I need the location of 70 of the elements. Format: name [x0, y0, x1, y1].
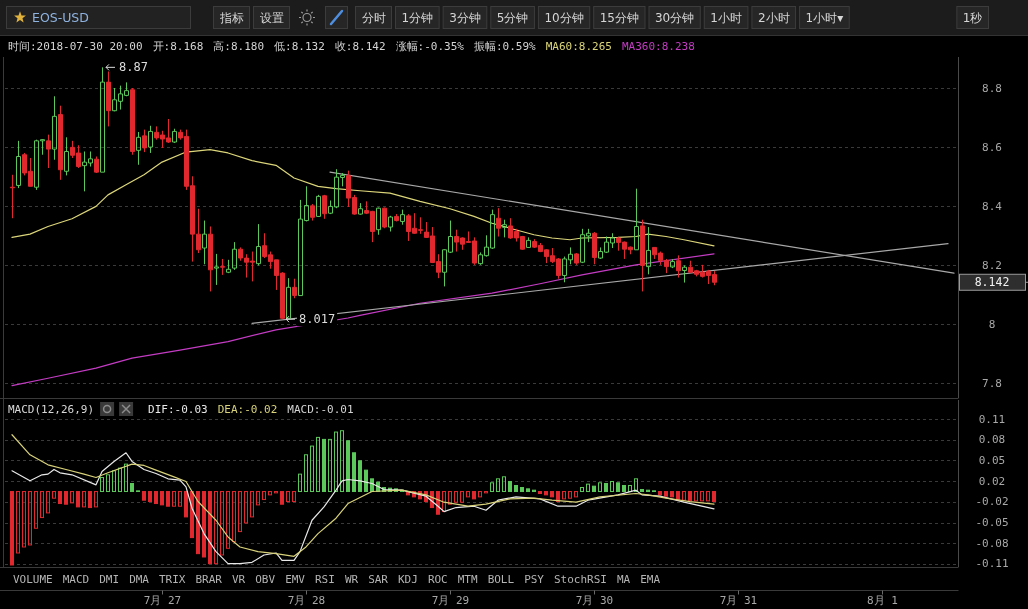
text: VOLUME [13, 572, 53, 586]
y-tick-label: -0.11 [975, 557, 1009, 571]
text: SAR [368, 572, 389, 586]
text: 5分钟 [496, 10, 529, 25]
text: 1小时 [710, 10, 742, 25]
y-tick-label: 0.11 [978, 412, 1006, 426]
text: MA [616, 572, 631, 586]
y-tick-label: 8.2 [982, 258, 1002, 272]
text: 3分钟 [449, 10, 481, 25]
annotation: 8.017 [299, 312, 336, 327]
text: EOS-USD [32, 10, 89, 25]
text: TRIX [159, 572, 186, 586]
text: 1秒 [962, 10, 983, 25]
text: MA60:8.265 [545, 39, 612, 53]
text: 1分钟 [401, 10, 434, 25]
text: VR [232, 572, 246, 586]
text: 15分钟 [599, 10, 639, 25]
text: 设置 [259, 10, 284, 25]
x-tick-label: 8月 1 [867, 593, 898, 607]
text: 10分钟 [544, 10, 584, 25]
x-tick-label: 7月 31 [719, 593, 758, 607]
text: MTM [457, 572, 478, 586]
text: 指标 [218, 10, 244, 25]
y-tick-label: 8.6 [982, 140, 1002, 154]
text: EMA [640, 572, 661, 586]
x-tick-label: 7月 29 [431, 593, 470, 607]
text: DMI [99, 572, 120, 586]
text: 高:8.180 [213, 39, 265, 53]
text: RSI [315, 572, 335, 586]
y-tick-label: -0.05 [975, 516, 1009, 530]
text: DIF:-0.03 [148, 402, 208, 416]
x-tick-label: 7月 27 [143, 593, 182, 607]
y-tick-label: -0.02 [975, 495, 1009, 509]
text: WR [344, 572, 359, 586]
y-tick-label: -0.08 [975, 536, 1009, 550]
text: 时间:2018-07-30 20:00 [8, 39, 143, 53]
x-tick-label: 7月 30 [575, 593, 614, 607]
chart-title: MACD(12,26,9) [8, 402, 95, 416]
ref-line-label: 8.142 [974, 275, 1010, 290]
text: MA360:8.238 [621, 39, 695, 53]
text: 2小时 [757, 10, 790, 25]
text: MACD [62, 572, 90, 586]
text: PSY [524, 572, 545, 586]
text: DEA:-0.02 [217, 402, 278, 416]
text: StochRSI [554, 572, 607, 586]
y-tick-label: 8.4 [982, 199, 1003, 213]
y-tick-label: 0.02 [978, 474, 1006, 488]
text: BRAR [195, 572, 223, 586]
text: KDJ [398, 572, 418, 586]
text: 涨幅:-0.35% [395, 39, 465, 53]
y-tick-label: 8 [988, 317, 996, 331]
text: 振幅:0.59% [473, 39, 537, 53]
text: EMV [285, 572, 306, 586]
text: 收:8.142 [334, 39, 386, 53]
text: 30分钟 [654, 10, 695, 25]
annotation: MACD:-0.01 [287, 402, 354, 416]
y-tick-label: 8.8 [982, 81, 1002, 95]
text: 分时 [361, 10, 386, 25]
text: 低:8.132 [274, 39, 325, 53]
text: 1小时▾ [805, 10, 844, 25]
text: DMA [129, 572, 150, 586]
y-tick-label: 0.05 [978, 453, 1006, 467]
x-tick-label: 7月 28 [287, 593, 326, 607]
text: OBV [255, 572, 276, 586]
text: ROC [427, 572, 448, 586]
y-tick-label: 7.8 [982, 376, 1002, 390]
annotation: 8.87 [119, 60, 148, 75]
y-tick-label: 0.08 [978, 433, 1006, 447]
text: BOLL [487, 572, 515, 586]
text: 开:8.168 [152, 39, 204, 53]
